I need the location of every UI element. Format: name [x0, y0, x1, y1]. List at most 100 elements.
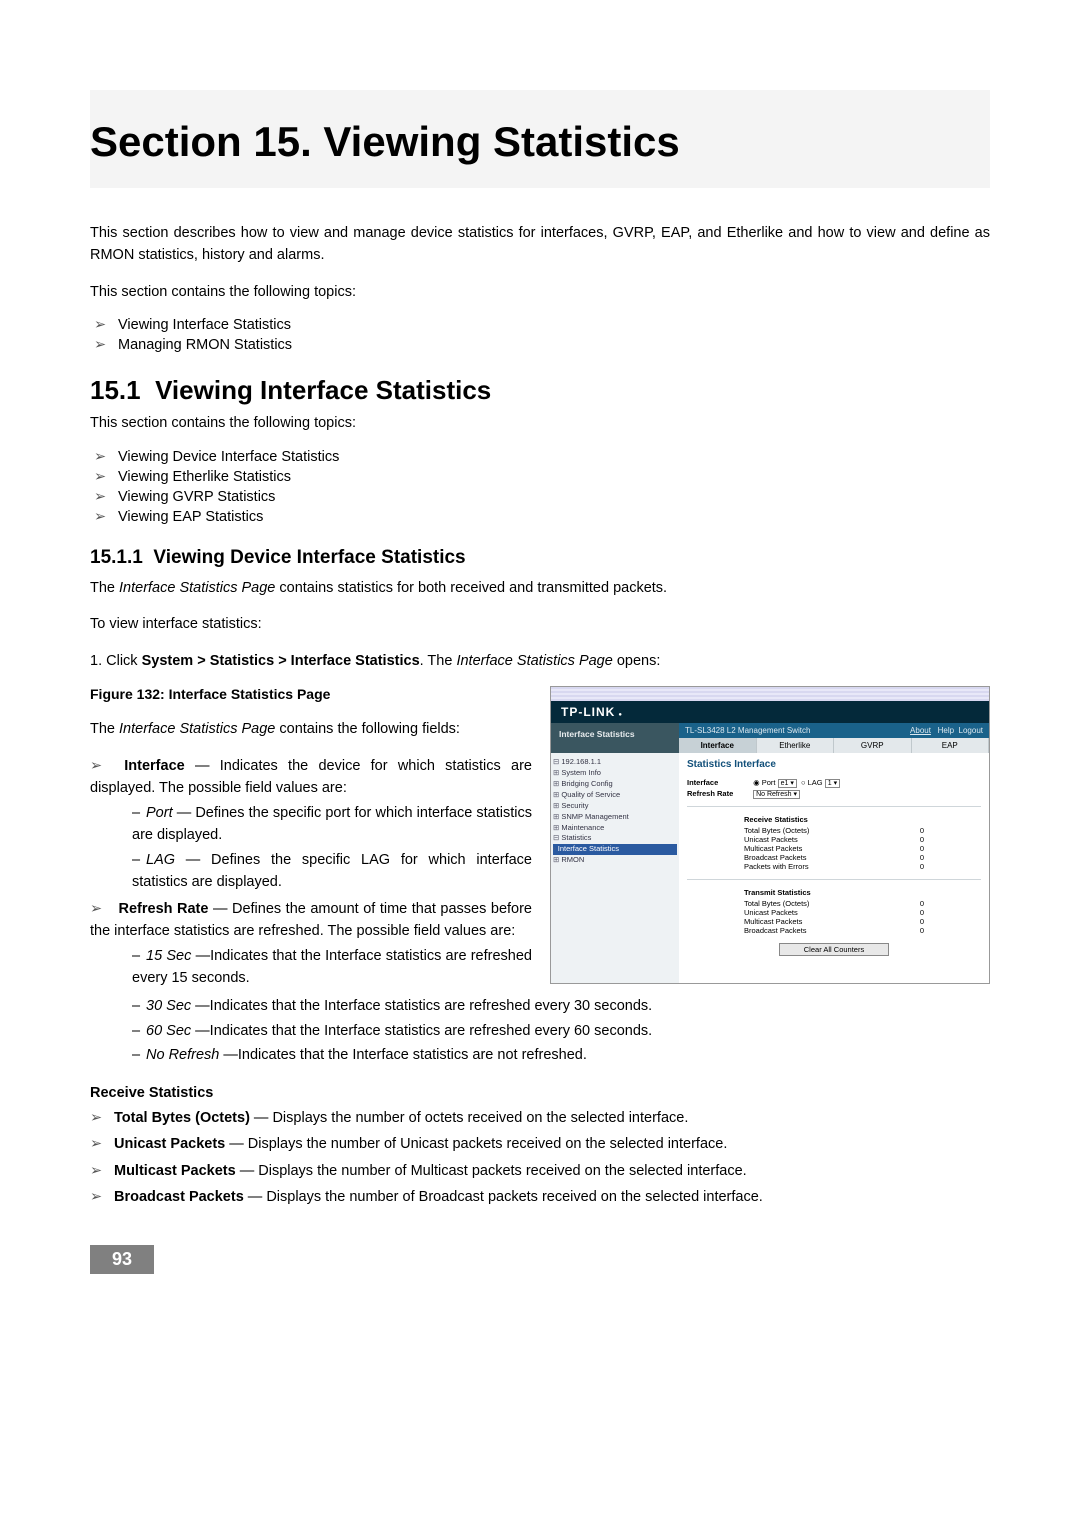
stat-value: 0 — [920, 853, 924, 862]
page-ref: Interface Statistics Page — [119, 580, 275, 596]
sub-15sec: 15 Sec —Indicates that the Interface sta… — [132, 945, 532, 990]
panel-title: Statistics Interface — [687, 759, 981, 770]
port-select[interactable]: e1 ▾ — [778, 779, 797, 788]
brand-header: TP-LINK — [551, 701, 989, 723]
tree-statistics[interactable]: Statistics — [553, 833, 677, 844]
about-link[interactable]: About — [910, 726, 931, 735]
tabs-row: Interface Etherlike GVRP EAP — [679, 738, 989, 753]
sub-label: LAG — [146, 852, 175, 868]
stats-heading: Transmit Statistics — [744, 888, 924, 897]
field-label: Broadcast Packets — [114, 1189, 244, 1205]
figure-caption: Figure 132: Interface Statistics Page — [90, 686, 532, 702]
transmit-stats-block: Transmit Statistics Total Bytes (Octets)… — [744, 888, 924, 935]
sub-port: Port — Defines the specific port for whi… — [132, 802, 532, 847]
stat-value: 0 — [920, 862, 924, 871]
list-item: Viewing EAP Statistics — [94, 509, 990, 525]
list-item: Viewing Interface Statistics — [94, 317, 990, 333]
recv-multicast: Multicast Packets — Displays the number … — [90, 1160, 990, 1182]
stat-value: 0 — [920, 844, 924, 853]
stat-label: Total Bytes (Octets) — [744, 899, 809, 908]
fields-intro: The Interface Statistics Page contains t… — [90, 718, 532, 740]
stat-value: 0 — [920, 835, 924, 844]
list-item: Viewing GVRP Statistics — [94, 489, 990, 505]
tree-rmon[interactable]: RMON — [553, 855, 677, 866]
field-label: Refresh Rate — [119, 901, 209, 917]
radio-port-label[interactable]: Port — [762, 778, 776, 787]
stat-value: 0 — [920, 899, 924, 908]
tree-item[interactable]: System Info — [553, 768, 677, 779]
nav-tree[interactable]: 192.168.1.1 System Info Bridging Config … — [551, 753, 679, 983]
h2-text: Viewing Interface Statistics — [155, 375, 491, 405]
logout-link[interactable]: Logout — [959, 726, 983, 735]
sub-desc: —Indicates that the Interface statistics… — [191, 998, 652, 1014]
field-label: Unicast Packets — [114, 1136, 225, 1152]
h3-text: Viewing Device Interface Statistics — [153, 547, 465, 568]
stat-label: Unicast Packets — [744, 835, 798, 844]
field-label: Total Bytes (Octets) — [114, 1110, 250, 1126]
sub-desc: —Indicates that the Interface statistics… — [132, 948, 532, 986]
sub-label: 60 Sec — [146, 1023, 191, 1039]
h3-heading: 15.1.1 Viewing Device Interface Statisti… — [90, 547, 990, 569]
row-label: Refresh Rate — [687, 789, 751, 798]
h3-paragraph-2: To view interface statistics: — [90, 613, 990, 635]
tree-item[interactable]: Maintenance — [553, 823, 677, 834]
row-label: Interface — [687, 778, 751, 787]
list-item: Viewing Etherlike Statistics — [94, 469, 990, 485]
tab-eap[interactable]: EAP — [912, 738, 990, 753]
sub-lag: LAG — Defines the specific LAG for which… — [132, 849, 532, 894]
step-1: 1. Click System > Statistics > Interface… — [90, 650, 990, 672]
breadcrumb: Interface Statistics — [551, 723, 679, 753]
text: contains statistics for both received an… — [275, 580, 667, 596]
row-refresh: Refresh Rate No Refresh ▾ — [687, 789, 981, 798]
sub-label: 15 Sec — [146, 948, 191, 964]
list-item: Viewing Device Interface Statistics — [94, 449, 990, 465]
page-number: 93 — [90, 1245, 154, 1274]
stat-label: Unicast Packets — [744, 908, 798, 917]
stat-label: Total Bytes (Octets) — [744, 826, 809, 835]
tree-item[interactable]: SNMP Management — [553, 812, 677, 823]
radio-lag-label[interactable]: LAG — [808, 778, 823, 787]
stat-value: 0 — [920, 917, 924, 926]
clear-counters-button[interactable]: Clear All Counters — [779, 943, 889, 956]
field-desc: — Displays the number of Unicast packets… — [225, 1136, 727, 1152]
sub-60sec: 60 Sec —Indicates that the Interface sta… — [132, 1020, 990, 1042]
recv-broadcast: Broadcast Packets — Displays the number … — [90, 1186, 990, 1208]
tree-item[interactable]: Bridging Config — [553, 779, 677, 790]
field-desc: — Displays the number of Broadcast packe… — [244, 1189, 763, 1205]
tab-gvrp[interactable]: GVRP — [834, 738, 912, 753]
refresh-options-cont: 30 Sec —Indicates that the Interface sta… — [132, 995, 990, 1066]
menu-path: System > Statistics > Interface Statisti… — [142, 653, 420, 669]
field-definitions: Interface — Indicates the device for whi… — [90, 755, 532, 990]
refresh-select[interactable]: No Refresh ▾ — [753, 790, 800, 799]
sub-desc: — Defines the specific port for which in… — [132, 805, 532, 843]
receive-stats-heading: Receive Statistics — [90, 1085, 990, 1101]
tab-etherlike[interactable]: Etherlike — [757, 738, 835, 753]
text: The — [90, 580, 119, 596]
intro-paragraph-2: This section contains the following topi… — [90, 281, 990, 303]
subsection-list: Viewing Device Interface Statistics View… — [90, 449, 990, 525]
help-link[interactable]: Help — [938, 726, 954, 735]
sub-norefresh: No Refresh —Indicates that the Interface… — [132, 1044, 990, 1066]
stat-value: 0 — [920, 908, 924, 917]
recv-tbo: Total Bytes (Octets) — Displays the numb… — [90, 1107, 990, 1129]
field-refresh: Refresh Rate — Defines the amount of tim… — [90, 898, 532, 990]
tree-root[interactable]: 192.168.1.1 — [553, 757, 677, 768]
h3-paragraph-1: The Interface Statistics Page contains s… — [90, 577, 990, 599]
page-ref: Interface Statistics Page — [119, 721, 275, 737]
recv-unicast: Unicast Packets — Displays the number of… — [90, 1133, 990, 1155]
text: opens: — [613, 653, 661, 669]
tree-item[interactable]: Quality of Service — [553, 790, 677, 801]
tree-item[interactable]: Security — [553, 801, 677, 812]
sub-desc: —Indicates that the Interface statistics… — [191, 1023, 652, 1039]
field-label: Interface — [124, 758, 184, 774]
sub-30sec: 30 Sec —Indicates that the Interface sta… — [132, 995, 990, 1017]
lag-select[interactable]: 1 ▾ — [825, 779, 840, 788]
mgmt-bar: TL-SL3428 L2 Management Switch About Hel… — [679, 723, 989, 738]
tree-interface-statistics[interactable]: Interface Statistics — [553, 844, 677, 855]
stat-label: Multicast Packets — [744, 917, 802, 926]
row-interface: Interface ◉ Port e1 ▾ ○ LAG 1 ▾ — [687, 778, 981, 787]
text: contains the following fields: — [275, 721, 460, 737]
intro-paragraph-1: This section describes how to view and m… — [90, 222, 990, 267]
stats-heading: Receive Statistics — [744, 815, 924, 824]
tab-interface[interactable]: Interface — [679, 738, 757, 753]
